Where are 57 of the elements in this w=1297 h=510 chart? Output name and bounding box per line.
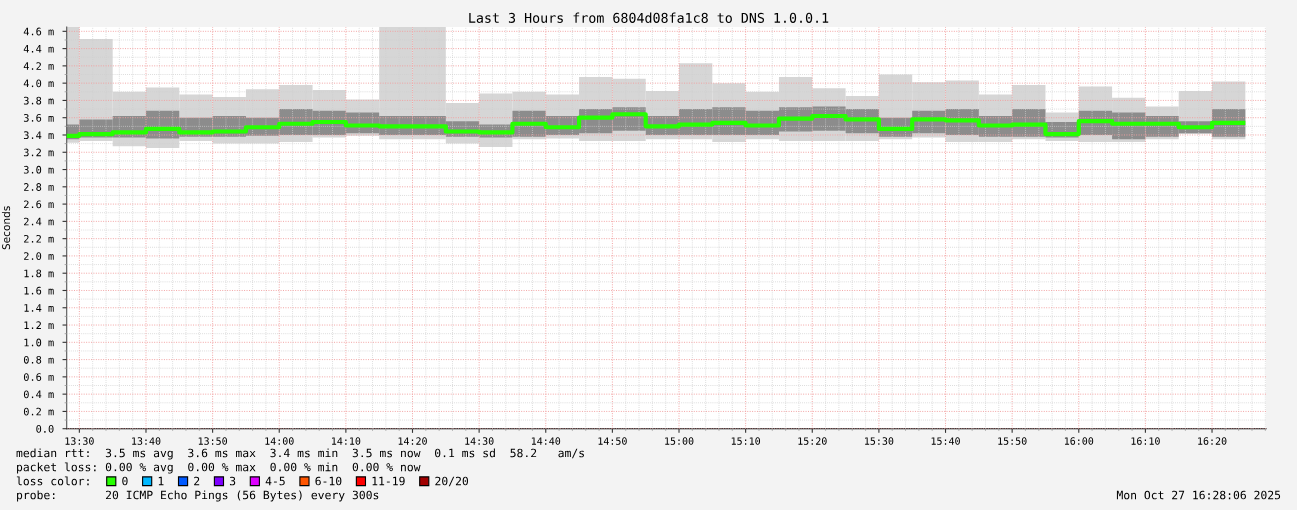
chart-title: Last 3 Hours from 6804d08fa1c8 to DNS 1.0.0.1 <box>469 12 829 23</box>
y-tick-label: 2.8 m <box>24 183 54 191</box>
text: Mon Oct 27 16:28:06 2025 <box>1116 490 1281 500</box>
x-tick-label: 13:50 <box>198 437 228 445</box>
y-tick-label: 4.6 m <box>23 27 54 36</box>
x-tick-label: 14:30 <box>465 437 494 445</box>
y-tick-label: 1.6 m <box>24 286 54 295</box>
x-tick-label: 16:00 <box>1064 437 1094 445</box>
legend-label: 0 <box>122 476 128 486</box>
y-tick-label: 0.6 m <box>23 373 54 381</box>
x-tick-label: 15:30 <box>865 437 894 445</box>
y-tick-label: 2.6 m <box>24 200 54 209</box>
y-tick-label: 4.4 m <box>23 45 54 53</box>
legend-label: 2 <box>194 476 200 486</box>
y-tick-label: 1.8 m <box>24 269 54 278</box>
x-tick-label: 14:00 <box>265 437 294 445</box>
y-tick-label: 4.2 m <box>23 62 54 70</box>
y-tick-label: 1.0 m <box>24 338 54 347</box>
x-tick-label: 14:50 <box>598 437 627 445</box>
y-tick-label: 0.4 m <box>23 390 54 399</box>
y-tick-label: 3.8 m <box>23 96 54 105</box>
x-tick-label: 14:10 <box>332 437 361 445</box>
y-tick-label: 0.0 <box>36 425 54 433</box>
x-tick-label: 15:50 <box>998 437 1027 445</box>
text: probe: 20 ICMP Echo Pings (56 Bytes) every 300s <box>17 490 379 502</box>
y-tick-label: 4.0 m <box>23 79 54 88</box>
y-tick-label: 3.4 m <box>23 131 54 140</box>
legend-label: 1 <box>158 476 164 486</box>
x-tick-label: 15:00 <box>665 437 694 445</box>
y-tick-label: 1.4 m <box>24 304 54 312</box>
y-tick-label: 0.2 m <box>23 407 54 416</box>
y-tick-label: 2.2 m <box>24 234 54 243</box>
y-tick-label: 2.0 m <box>24 252 54 260</box>
legend-label: 6-10 <box>315 476 342 486</box>
x-tick-label: 16:20 <box>1198 437 1227 445</box>
x-tick-label: 14:20 <box>398 437 427 445</box>
legend-title: loss color: <box>16 476 89 486</box>
x-tick-label: 13:30 <box>65 437 94 445</box>
y-tick-label: 2.4 m <box>24 217 54 226</box>
x-tick-label: 15:10 <box>731 437 761 445</box>
x-tick-label: 14:40 <box>531 437 561 445</box>
y-tick-label: 3.0 m <box>23 165 54 174</box>
x-tick-label: 15:20 <box>798 437 827 445</box>
y-tick-label: 1.2 m <box>24 321 54 329</box>
y-tick-label: 0.8 m <box>23 355 54 364</box>
legend-label: 3 <box>229 476 236 486</box>
x-tick-label: 15:40 <box>931 437 960 445</box>
y-tick-label: 3.2 m <box>23 148 54 157</box>
y-axis-title: Seconds <box>1 206 11 250</box>
legend-label: 11-19 <box>372 476 405 486</box>
x-tick-label: 16:10 <box>1131 437 1160 445</box>
text: packet loss: 0.00 % avg 0.00 % max 0.00 % min 0.00 % now <box>17 462 421 474</box>
legend-label: 4-5 <box>265 476 285 486</box>
x-tick-label: 13:40 <box>132 437 161 445</box>
legend-label: 20/20 <box>435 476 469 487</box>
text: median rtt: 3.5 ms avg 3.6 ms max 3.4 ms min 3.5 ms now 0.1 ms sd 58.2 am/s <box>16 448 584 460</box>
y-tick-label: 3.6 m <box>23 114 54 122</box>
